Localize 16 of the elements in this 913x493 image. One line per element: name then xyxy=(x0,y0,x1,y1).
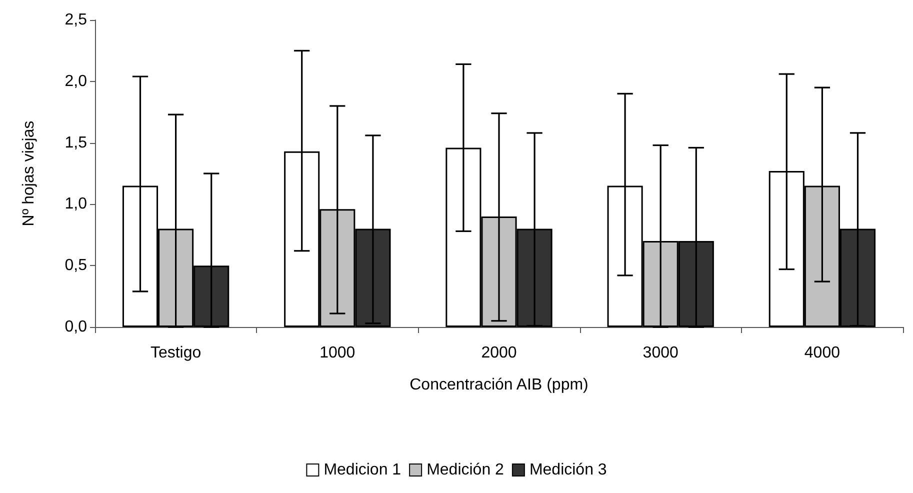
legend-label: Medición 3 xyxy=(529,462,607,478)
y-axis-title: Nº hojas viejas xyxy=(20,120,38,226)
y-tick-label: 1,0 xyxy=(64,196,88,213)
legend-label: Medicion 1 xyxy=(324,462,402,478)
y-tick-label: 0,0 xyxy=(64,318,88,336)
legend-label: Medición 2 xyxy=(426,462,504,478)
y-tick-label: 2,0 xyxy=(64,72,88,90)
x-tick-label: Testigo xyxy=(150,344,202,362)
y-tick-label: 2,5 xyxy=(64,12,88,28)
x-tick-label: 1000 xyxy=(320,344,356,362)
y-tick-label: 1,5 xyxy=(64,134,88,152)
x-tick-label: 4000 xyxy=(804,344,840,362)
x-tick-label: 3000 xyxy=(642,344,678,362)
x-tick-label: 2000 xyxy=(481,344,517,362)
y-tick-label: 0,5 xyxy=(64,257,88,274)
x-axis-title: Concentración AIB (ppm) xyxy=(410,376,588,394)
